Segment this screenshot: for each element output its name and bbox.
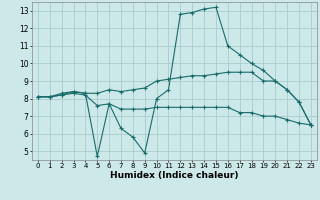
X-axis label: Humidex (Indice chaleur): Humidex (Indice chaleur) bbox=[110, 171, 239, 180]
